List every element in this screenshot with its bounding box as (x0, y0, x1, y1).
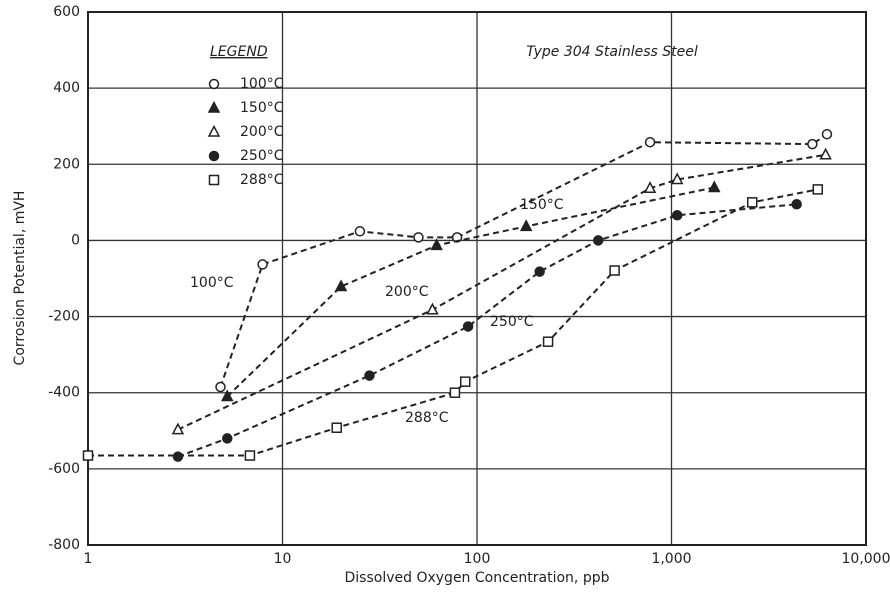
data-point (821, 128, 833, 140)
x-tick-label: 10,000 (842, 551, 890, 567)
legend-marker (208, 174, 220, 186)
data-point (364, 370, 375, 381)
data-point (172, 451, 184, 462)
x-tick-label: 10 (274, 551, 292, 567)
legend-marker (208, 150, 220, 162)
data-point (430, 238, 443, 251)
data-point (331, 422, 342, 433)
data-point (534, 266, 545, 277)
y-tick-label: -600 (48, 461, 80, 477)
x-tick-label: 1,000 (651, 551, 691, 567)
curve-label: 150°C (520, 197, 564, 213)
data-point (519, 219, 533, 232)
series-line (219, 133, 828, 388)
data-point (791, 199, 802, 210)
curve-label: 288°C (405, 410, 449, 426)
data-point (215, 381, 226, 393)
legend-label: 288°C (240, 172, 284, 188)
data-point (354, 226, 366, 237)
series-line (177, 203, 797, 458)
x-tick-label: 1 (84, 551, 93, 567)
y-tick-label: -200 (48, 309, 80, 325)
legend-marker (208, 78, 220, 90)
curve-label: 250°C (490, 314, 534, 330)
data-point (171, 422, 185, 435)
series-line (88, 188, 818, 457)
legend-label: 250°C (240, 148, 284, 164)
series-line (226, 186, 715, 398)
y-tick-label: 200 (53, 156, 80, 172)
data-point (334, 279, 348, 292)
data-point (643, 181, 657, 194)
data-point (462, 321, 474, 332)
data-point (244, 450, 256, 461)
data-point (609, 265, 620, 276)
data-point (542, 336, 554, 347)
data-point (746, 197, 758, 208)
legend-marker (207, 100, 221, 113)
data-point (426, 302, 439, 315)
curve-label: 200°C (385, 284, 429, 300)
data-point (819, 147, 832, 160)
legend-marker (207, 124, 221, 137)
data-point (592, 235, 604, 246)
data-point (449, 387, 461, 398)
data-point (221, 389, 234, 402)
data-point (708, 180, 721, 193)
data-point (812, 184, 824, 195)
data-point (644, 136, 656, 148)
x-tick-label: 100 (464, 551, 491, 567)
data-point (222, 433, 233, 444)
data-point (807, 138, 818, 150)
chart-title: Type 304 Stainless Steel (526, 44, 698, 60)
data-point (413, 232, 424, 243)
data-point (459, 376, 471, 387)
y-tick-label: -800 (48, 537, 80, 553)
y-tick-label: 0 (71, 232, 80, 248)
data-point (671, 210, 683, 221)
series-line (177, 153, 826, 431)
y-tick-label: -400 (48, 385, 80, 401)
legend-label: 100°C (240, 76, 284, 92)
legend-label: 200°C (240, 124, 284, 140)
data-point (257, 259, 268, 270)
y-tick-label: 600 (53, 4, 80, 20)
legend-label: 150°C (240, 100, 284, 116)
plot-frame (87, 11, 867, 546)
y-axis-label: Corrosion Potential, mVH (12, 191, 28, 366)
x-axis-label: Dissolved Oxygen Concentration, ppb (345, 570, 610, 586)
curve-label: 100°C (190, 275, 234, 291)
data-point (82, 450, 94, 461)
data-point (670, 172, 684, 185)
legend-title: LEGEND (210, 44, 268, 60)
y-tick-label: 400 (53, 80, 80, 96)
